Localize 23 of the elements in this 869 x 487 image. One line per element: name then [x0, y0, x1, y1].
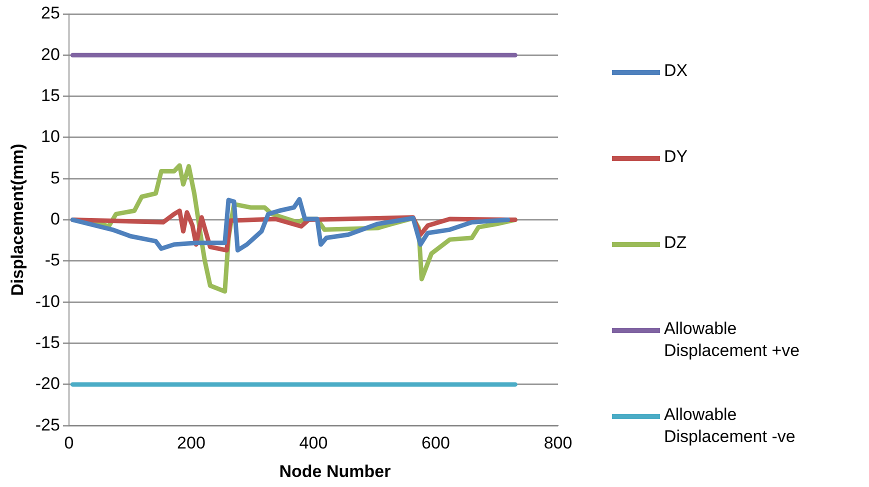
y-tick-label: 25	[41, 4, 60, 23]
legend-label: Allowable Displacement +ve	[664, 318, 801, 362]
y-tick-label: -5	[44, 250, 60, 270]
legend-label: DX	[664, 60, 689, 82]
legend-label: DZ	[664, 232, 688, 254]
y-tick-label: 10	[41, 127, 60, 146]
legend-label: Allowable Displacement -ve	[664, 404, 796, 448]
y-tick-label: -10	[35, 292, 60, 311]
y-tick-label: 15	[41, 86, 60, 106]
x-tick-label: 0	[64, 433, 74, 452]
y-tick-label: -25	[35, 415, 60, 434]
legend-label: DY	[664, 146, 689, 168]
y-tick-label: -15	[35, 332, 60, 352]
y-tick-label: 5	[50, 168, 60, 188]
x-tick-label: 800	[544, 433, 572, 452]
x-tick-label: 400	[299, 433, 328, 452]
x-tick-label: 200	[177, 433, 206, 452]
y-tick-label: 20	[41, 44, 60, 64]
y-tick-label: 0	[50, 209, 60, 228]
x-tick-label: 600	[422, 433, 450, 452]
y-tick-label: -20	[35, 374, 60, 394]
x-axis-title: Node Number	[278, 462, 392, 482]
y-axis-title: Displacement(mm)	[8, 144, 27, 296]
